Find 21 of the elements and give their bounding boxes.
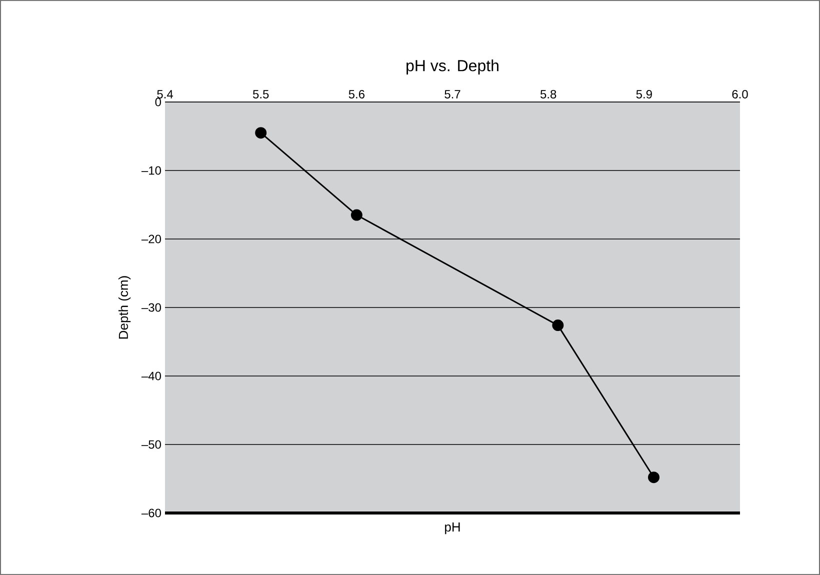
x-tick-label: 5.4 [157, 90, 173, 98]
chart-title: pH vs. Depth [406, 60, 498, 74]
y-tick-label: –30 [141, 303, 162, 312]
y-tick-label: –40 [141, 372, 162, 380]
x-tick-label: 5.6 [348, 90, 364, 98]
y-tick-label: –10 [141, 166, 162, 175]
point [255, 127, 267, 139]
y-tick-label: –60 [141, 508, 162, 518]
y-axis-title: Depth (cm) [118, 276, 131, 339]
x-tick-label: 5.5 [252, 90, 269, 98]
point [552, 320, 564, 332]
x-tick-label: 5.9 [636, 90, 652, 98]
x-tick-label: 5.8 [540, 90, 556, 98]
y-tick-label: 0 [155, 98, 162, 106]
x-tick-label: 6.0 [732, 90, 748, 98]
x-axis-title: pH [445, 522, 460, 534]
point [648, 472, 660, 484]
y-tick-label: –50 [141, 440, 162, 449]
x-tick-label: 5.7 [444, 90, 460, 98]
y-tick-label: –20 [141, 234, 162, 244]
point [350, 209, 362, 221]
